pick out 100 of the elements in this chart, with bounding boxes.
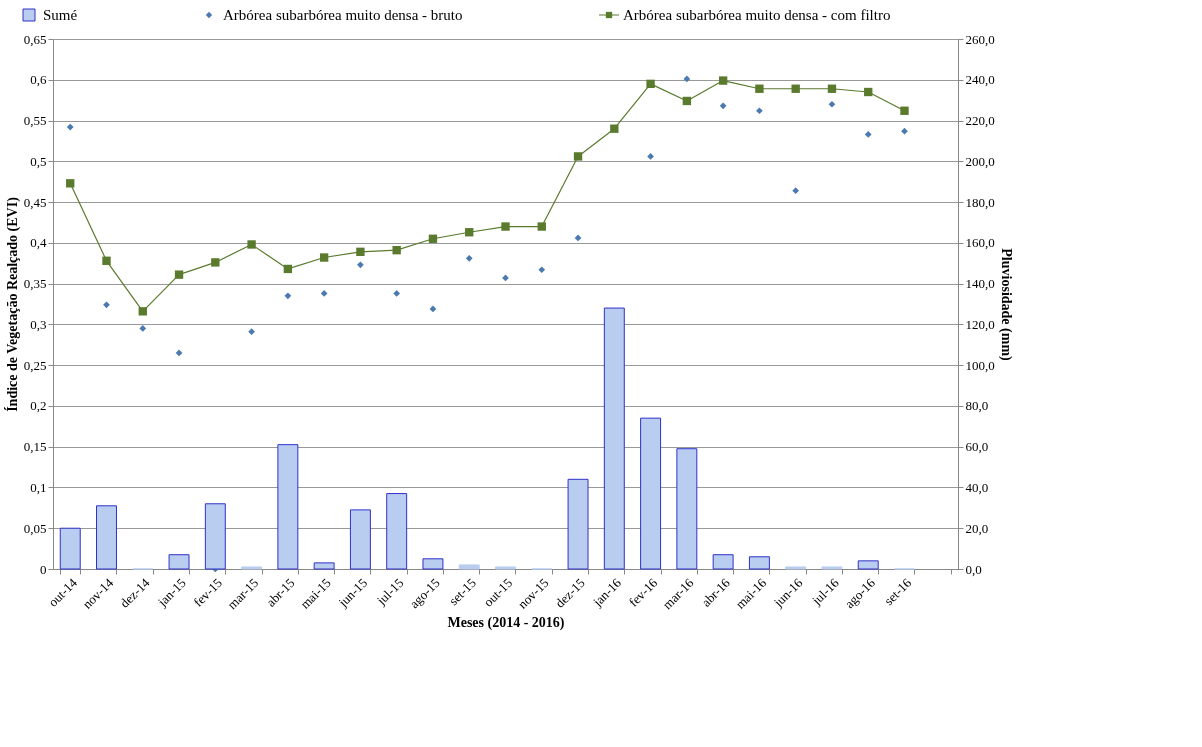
point bbox=[828, 100, 836, 108]
bar bbox=[313, 562, 335, 570]
y2-tick-label: 40,0 bbox=[965, 479, 989, 495]
y2-tick-label: 160,0 bbox=[965, 235, 995, 251]
point bbox=[248, 328, 255, 336]
point bbox=[827, 84, 837, 93]
point bbox=[357, 261, 364, 269]
y2-tick-label: 180,0 bbox=[965, 194, 995, 210]
bar bbox=[59, 527, 81, 570]
point bbox=[647, 153, 654, 160]
y-tick-label: 0 bbox=[40, 561, 47, 577]
point bbox=[66, 123, 74, 131]
point bbox=[901, 127, 908, 135]
point bbox=[174, 270, 184, 279]
point bbox=[718, 76, 728, 85]
y2-axis-title: Pluviosidade (mm) bbox=[997, 248, 1014, 362]
y2-tick-label: 60,0 bbox=[965, 439, 989, 455]
point bbox=[682, 96, 692, 106]
point bbox=[356, 247, 365, 256]
point bbox=[175, 349, 183, 357]
bar bbox=[241, 566, 263, 570]
y2-tick-label: 220,0 bbox=[965, 113, 995, 129]
point bbox=[465, 228, 474, 237]
y-tick-label: 0,65 bbox=[23, 31, 47, 47]
bar bbox=[386, 493, 408, 570]
legend-label: Arbórea subarbórea muito densa - bruto bbox=[223, 7, 463, 23]
point bbox=[102, 256, 111, 265]
point bbox=[755, 84, 764, 93]
point bbox=[393, 290, 401, 297]
y-tick-label: 0,1 bbox=[30, 479, 47, 495]
point bbox=[66, 179, 75, 188]
y2-tick-label: 240,0 bbox=[965, 72, 995, 88]
bar bbox=[422, 558, 444, 570]
y-tick-label: 0,3 bbox=[30, 316, 47, 332]
point bbox=[428, 234, 438, 243]
y-tick-label: 0,5 bbox=[30, 153, 47, 169]
bar bbox=[785, 566, 807, 570]
y2-tick-label: 80,0 bbox=[965, 398, 989, 414]
point bbox=[429, 305, 437, 313]
bar bbox=[640, 417, 662, 570]
bar bbox=[168, 554, 190, 570]
y-tick-label: 0,05 bbox=[23, 520, 47, 536]
point bbox=[319, 253, 329, 262]
bar bbox=[277, 444, 299, 570]
bar bbox=[349, 509, 371, 570]
point bbox=[683, 75, 691, 83]
bar bbox=[96, 505, 117, 570]
point bbox=[103, 301, 110, 309]
point bbox=[247, 240, 256, 249]
x-axis-title: Meses (2014 - 2016) bbox=[447, 615, 565, 632]
y-tick-label: 0,25 bbox=[23, 357, 47, 373]
point bbox=[320, 290, 328, 297]
bar bbox=[495, 566, 516, 570]
y-tick-label: 0,15 bbox=[23, 439, 47, 455]
y2-tick-label: 260,0 bbox=[965, 31, 995, 47]
y2-tick-label: 200,0 bbox=[965, 153, 995, 169]
point bbox=[283, 264, 293, 274]
y-tick-label: 0,35 bbox=[23, 276, 47, 292]
point bbox=[138, 307, 147, 316]
y-tick-label: 0,55 bbox=[23, 113, 47, 129]
bar bbox=[676, 448, 698, 570]
y2-tick-label: 100,0 bbox=[965, 357, 995, 373]
bar bbox=[857, 560, 879, 570]
point bbox=[792, 187, 800, 195]
legend-label: Arbórea subarbórea muito densa - com filtro bbox=[623, 7, 891, 23]
bar bbox=[748, 556, 770, 570]
point bbox=[284, 292, 292, 300]
point bbox=[392, 246, 401, 255]
point bbox=[646, 79, 655, 89]
y-tick-label: 0,45 bbox=[23, 194, 47, 210]
bar bbox=[603, 307, 625, 570]
bar bbox=[204, 503, 226, 570]
point bbox=[538, 266, 546, 274]
point bbox=[501, 222, 510, 231]
point bbox=[900, 106, 909, 115]
y-tick-label: 0,2 bbox=[30, 398, 47, 414]
point bbox=[537, 222, 546, 231]
y-tick-label: 0,4 bbox=[30, 235, 47, 251]
y2-tick-label: 120,0 bbox=[965, 316, 995, 332]
bar bbox=[567, 478, 589, 570]
bar bbox=[712, 554, 734, 570]
y2-tick-label: 140,0 bbox=[965, 276, 995, 292]
point bbox=[864, 87, 873, 97]
bar bbox=[821, 566, 843, 570]
point bbox=[756, 107, 763, 115]
y-axis-title: Índice de Vegetação Realçado (EVI) bbox=[3, 196, 21, 412]
point bbox=[465, 254, 473, 262]
y2-tick-label: 20,0 bbox=[965, 520, 989, 536]
point bbox=[574, 234, 582, 242]
point bbox=[791, 84, 800, 93]
point bbox=[864, 131, 872, 138]
point bbox=[610, 124, 619, 133]
point bbox=[573, 152, 583, 161]
y2-tick-label: 0,0 bbox=[965, 561, 982, 577]
point bbox=[139, 325, 147, 332]
bar bbox=[458, 564, 480, 570]
point bbox=[719, 102, 727, 110]
legend-label: Sumé bbox=[43, 7, 78, 23]
y-tick-label: 0,6 bbox=[30, 72, 47, 88]
point bbox=[211, 258, 220, 267]
